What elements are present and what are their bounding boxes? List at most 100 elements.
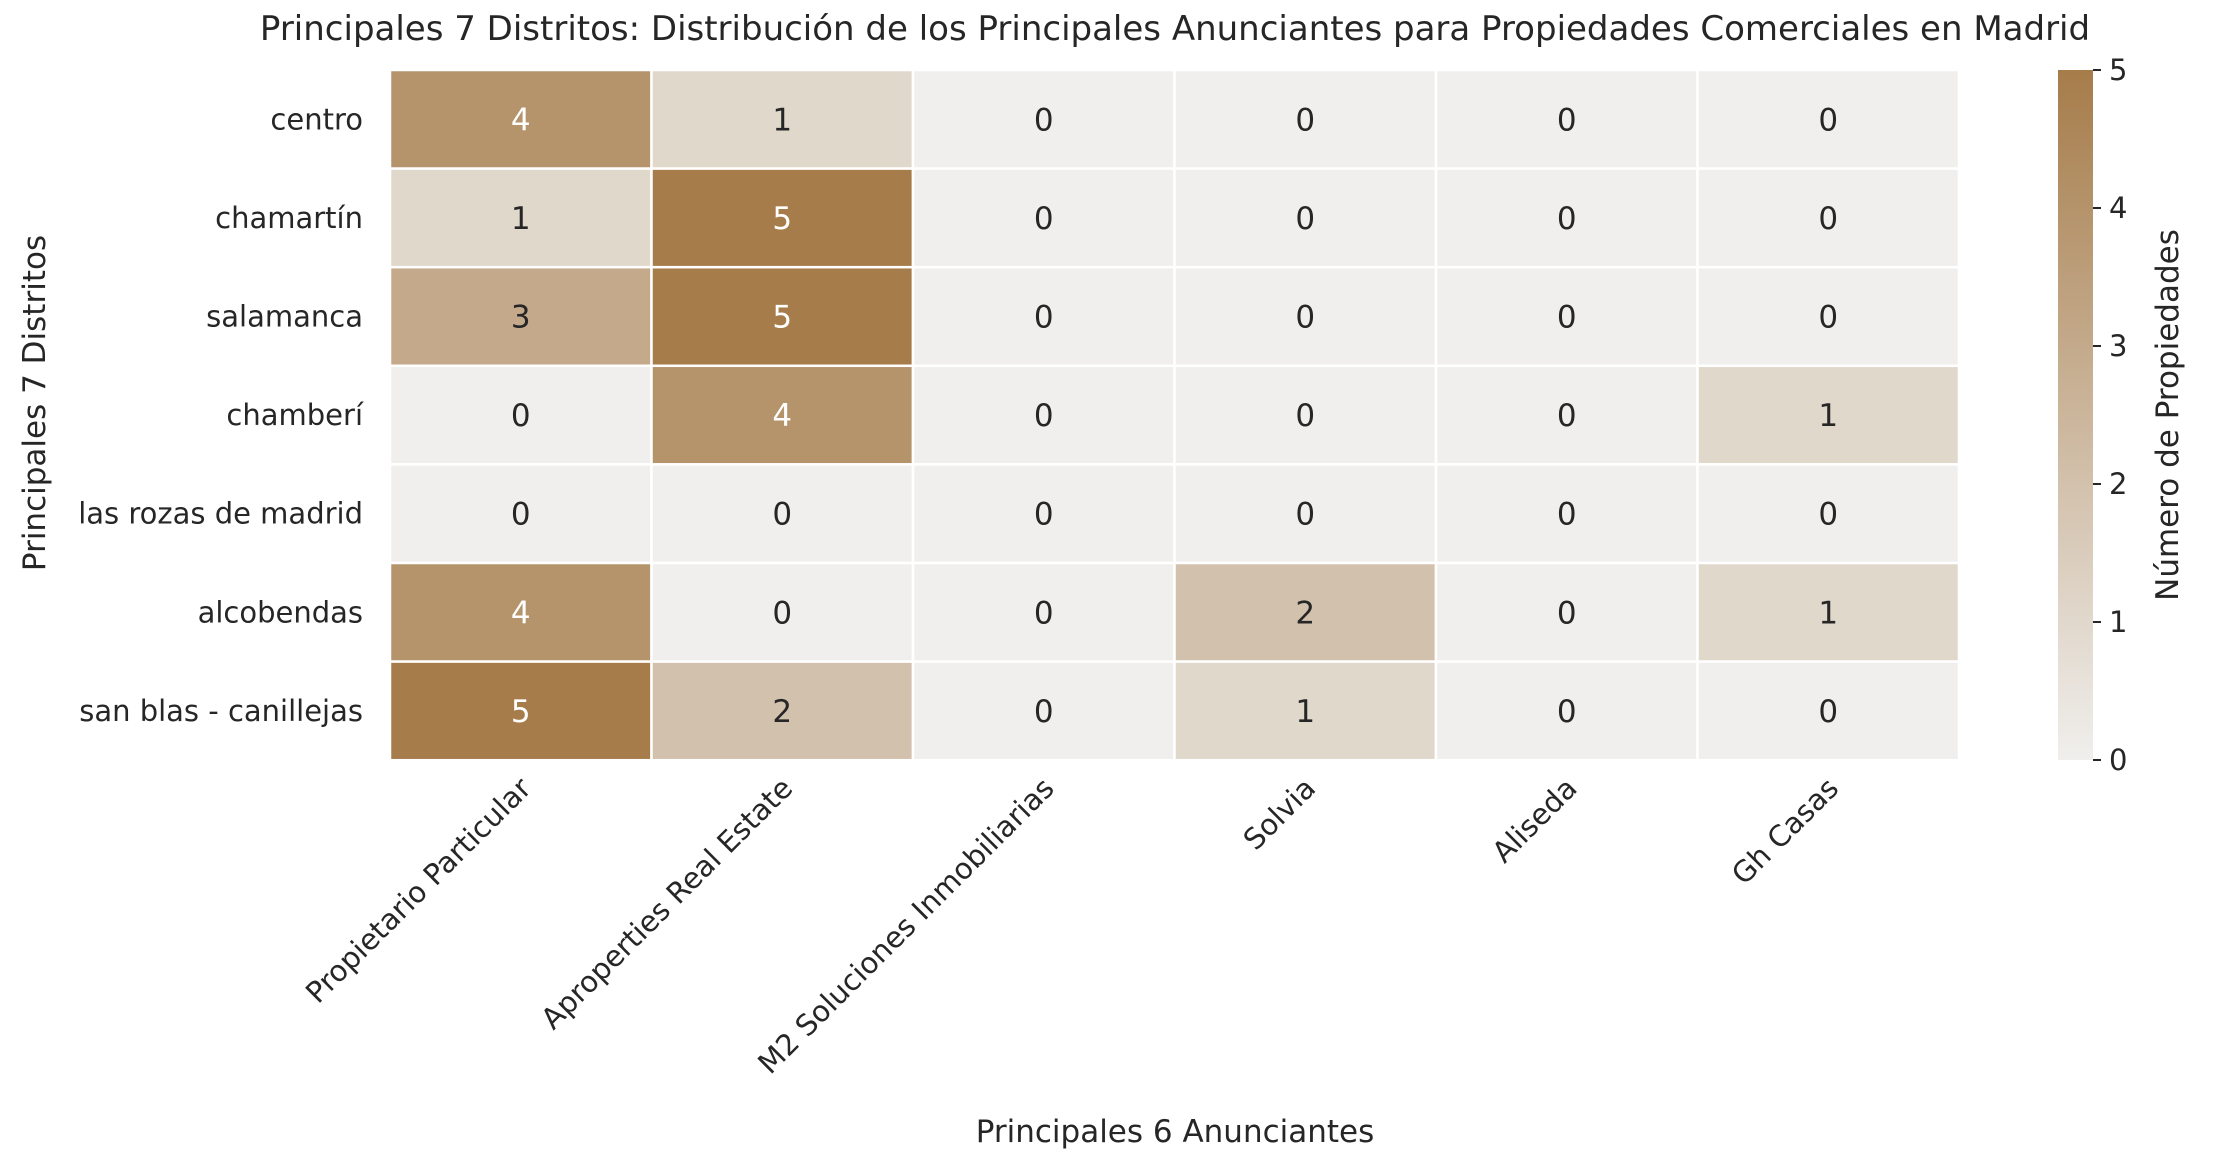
heatmap-cell [1434, 463, 1699, 565]
cell-value-label: 0 [772, 497, 792, 533]
heatmap-cell [911, 364, 1176, 466]
x-tick-label: Gh Casas [1725, 771, 1845, 891]
cell-value-label: 0 [1557, 398, 1577, 434]
cell-value-label: 0 [1818, 102, 1838, 138]
heatmap-cell [1434, 660, 1699, 762]
colorbar-tick-label: 3 [2109, 329, 2127, 363]
heatmap-cell [650, 364, 915, 466]
x-tick-label: Aliseda [1485, 771, 1583, 869]
y-tick-label: chamartín [215, 201, 363, 235]
y-axis-label: Principales 7 Distritos [17, 235, 53, 571]
heatmap-cell [1173, 167, 1438, 269]
heatmap-cell [1696, 561, 1961, 663]
heatmap-cell [1696, 364, 1961, 466]
cell-value-label: 1 [1818, 595, 1838, 631]
heatmap-cell [911, 660, 1176, 762]
heatmap-cell [911, 68, 1176, 170]
cell-value-label: 3 [511, 300, 531, 336]
cell-value-label: 0 [1034, 102, 1054, 138]
cell-value-label: 0 [1818, 694, 1838, 730]
colorbar [2058, 70, 2093, 760]
cell-value-label: 1 [1295, 694, 1315, 730]
heatmap-cell [1696, 68, 1961, 170]
heatmap-cell [1696, 463, 1961, 565]
cell-value-label: 0 [1818, 497, 1838, 533]
colorbar-tick-label: 2 [2109, 467, 2127, 501]
heatmap-cell [1696, 167, 1961, 269]
chart-title: Principales 7 Distritos: Distribución de… [260, 9, 2090, 49]
colorbar-ticks: 0 1 2 3 4 5 [2093, 53, 2127, 777]
heatmap-cell [388, 660, 653, 762]
heatmap-cells [388, 68, 1961, 762]
cell-value-label: 0 [1557, 497, 1577, 533]
x-axis-label: Principales 6 Anunciantes [976, 1114, 1375, 1150]
heatmap-cell [1434, 364, 1699, 466]
cell-value-label: 0 [1034, 694, 1054, 730]
heatmap-cell [1173, 463, 1438, 565]
heatmap-cell [1696, 660, 1961, 762]
cell-value-label: 0 [1034, 398, 1054, 434]
y-tick-label: san blas - canillejas [79, 694, 363, 728]
colorbar-tick-label: 4 [2109, 191, 2127, 225]
heatmap-cell [650, 167, 915, 269]
heatmap-cell [650, 265, 915, 368]
heatmap-cell [388, 463, 653, 565]
cell-value-label: 0 [1034, 497, 1054, 533]
y-tick-label: alcobendas [198, 595, 363, 629]
y-tick-label: centro [270, 102, 363, 136]
cell-value-label: 0 [511, 497, 531, 533]
cell-value-label: 0 [1034, 201, 1054, 237]
cell-value-label: 0 [1557, 595, 1577, 631]
y-tick-label: las rozas de madrid [78, 497, 363, 531]
cell-value-label: 0 [1034, 300, 1054, 336]
heatmap-cell [650, 660, 915, 762]
heatmap-cell [388, 364, 653, 466]
x-tick-label: Aproperties Real Estate [534, 771, 799, 1036]
cell-value-label: 4 [772, 398, 792, 434]
cell-value-label: 4 [511, 595, 531, 631]
cell-value-label: 5 [772, 300, 792, 336]
x-tick-label: Propietario Particular [299, 771, 538, 1010]
cell-value-label: 0 [1557, 102, 1577, 138]
heatmap-cell [388, 561, 653, 663]
cell-value-label: 5 [772, 201, 792, 237]
x-tick-label: Solvia [1236, 771, 1322, 857]
heatmap-cell [1173, 265, 1438, 368]
heatmap-cell [911, 463, 1176, 565]
heatmap-cell [650, 68, 915, 170]
heatmap-cell [1173, 364, 1438, 466]
cell-value-label: 0 [1295, 300, 1315, 336]
heatmap-annotations: 4 1 0 0 0 0 1 5 0 0 0 0 3 5 0 0 0 0 0 4 0 0 0 1 0 0 0 0 0 0 4 0 0 2 0 1 5 2 0 1… [511, 102, 1838, 730]
heatmap-cell [1696, 265, 1961, 368]
cell-value-label: 0 [511, 398, 531, 434]
cell-value-label: 1 [772, 102, 792, 138]
cell-value-label: 0 [1557, 694, 1577, 730]
heatmap-cell [1173, 660, 1438, 762]
x-tick-label: M2 Soluciones Inmobiliarias [751, 771, 1061, 1081]
cell-value-label: 0 [772, 595, 792, 631]
cell-value-label: 0 [1557, 300, 1577, 336]
cell-value-label: 1 [1818, 398, 1838, 434]
colorbar-label: Número de Propiedades [2150, 229, 2186, 601]
cell-value-label: 0 [1557, 201, 1577, 237]
colorbar-tick-label: 5 [2109, 53, 2127, 87]
y-tick-label: chamberí [226, 398, 364, 432]
cell-value-label: 0 [1818, 300, 1838, 336]
colorbar-tick-label: 0 [2109, 743, 2127, 777]
cell-value-label: 4 [511, 102, 531, 138]
cell-value-label: 5 [511, 694, 531, 730]
heatmap-cell [1434, 265, 1699, 368]
cell-value-label: 0 [1295, 497, 1315, 533]
cell-value-label: 2 [1295, 595, 1315, 631]
y-tick-label: salamanca [206, 300, 363, 334]
cell-value-label: 0 [1034, 595, 1054, 631]
cell-value-label: 1 [511, 201, 531, 237]
cell-value-label: 0 [1295, 102, 1315, 138]
heatmap-cell [388, 68, 653, 170]
colorbar-tick-label: 1 [2109, 605, 2127, 639]
cell-value-label: 0 [1295, 201, 1315, 237]
cell-value-label: 0 [1818, 201, 1838, 237]
cell-value-label: 2 [772, 694, 792, 730]
